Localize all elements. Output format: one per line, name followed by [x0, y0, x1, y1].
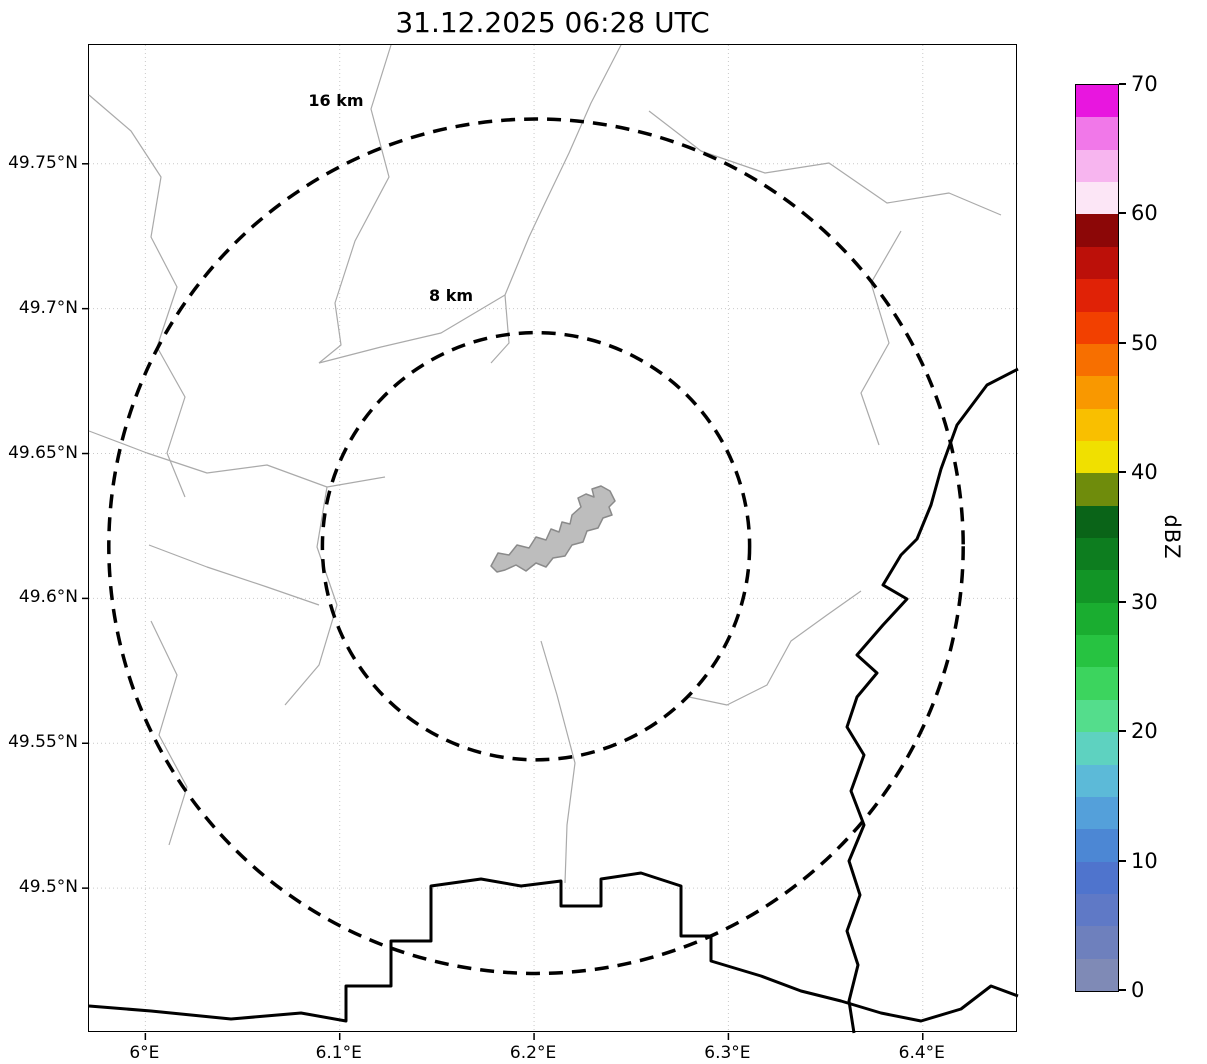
colorbar-segment: [1076, 538, 1118, 571]
colorbar-segment: [1076, 343, 1118, 377]
y-tick-label: 49.75°N: [8, 152, 78, 173]
colorbar-tick-mark: [1119, 859, 1126, 862]
range-ring-label-8km: 8 km: [429, 286, 473, 305]
range-ring-8km: [320, 330, 752, 762]
colorbar-segment: [1076, 764, 1118, 797]
colorbar-segment: [1076, 829, 1118, 862]
colorbar-tick-label: 40: [1131, 460, 1158, 485]
y-tick-label: 49.5°N: [18, 877, 78, 898]
y-tick-label: 49.7°N: [18, 297, 78, 318]
x-tick-label: 6.4°E: [898, 1043, 945, 1063]
boundary-line: [648, 110, 1002, 216]
y-tick-label: 49.55°N: [8, 732, 78, 753]
colorbar-tick-mark: [1119, 600, 1126, 603]
colorbar-tick-mark: [1119, 730, 1126, 733]
colorbar-tick-label: 60: [1131, 201, 1158, 226]
colorbar-segment: [1076, 635, 1118, 668]
colorbar-tick-label: 70: [1131, 72, 1158, 96]
country-border-line: [88, 871, 1019, 1023]
colorbar-tick-label: 20: [1131, 719, 1158, 744]
colorbar-tick-label: 10: [1131, 848, 1158, 873]
y-tick-label: 49.65°N: [8, 442, 78, 463]
colorbar-segment: [1076, 602, 1118, 636]
colorbar-segment: [1076, 861, 1118, 894]
colorbar-segment: [1076, 570, 1118, 603]
range-ring-label-16km: 16 km: [308, 91, 363, 110]
x-tick-label: 6.2°E: [509, 1043, 557, 1063]
colorbar-tick-mark: [1119, 471, 1126, 474]
colorbar-segment: [1076, 279, 1118, 312]
boundary-line: [540, 640, 576, 884]
colorbar-tick-mark: [1119, 341, 1126, 344]
boundary-line: [148, 544, 320, 606]
boundary-line: [318, 294, 506, 364]
range-ring-16km: [107, 117, 965, 976]
colorbar-segment: [1076, 85, 1118, 118]
colorbar-segment: [1076, 732, 1118, 765]
boundary-line: [688, 590, 862, 706]
x-tick-label: 6°E: [129, 1043, 160, 1063]
boundary-line: [318, 44, 392, 364]
x-tick-label: 6.3°E: [704, 1043, 751, 1063]
colorbar: [1075, 84, 1119, 992]
colorbar-segment: [1076, 440, 1118, 474]
colorbar-tick-mark: [1119, 212, 1126, 215]
plot-title: 31.12.2025 06:28 UTC: [395, 6, 710, 39]
colorbar-tick-label: 30: [1131, 589, 1158, 614]
map-canvas: 8 km 16 km: [82, 44, 1019, 1040]
country-border-line: [845, 367, 1019, 1034]
colorbar-segment: [1076, 667, 1118, 700]
city-area-polygon: [490, 485, 616, 573]
colorbar-segment: [1076, 699, 1118, 733]
colorbar-segment: [1076, 117, 1118, 150]
colorbar-tick-mark: [1119, 989, 1126, 991]
colorbar-segment: [1076, 246, 1118, 280]
colorbar-segment: [1076, 958, 1118, 992]
boundary-line: [490, 44, 622, 364]
boundary-line: [88, 94, 186, 498]
colorbar-segment: [1076, 376, 1118, 409]
colorbar-tick-label: 0: [1131, 978, 1145, 1002]
colorbar-segment: [1076, 408, 1118, 441]
boundary-line: [860, 230, 902, 446]
boundary-line: [88, 430, 386, 488]
x-tick-label: 6.1°E: [315, 1043, 362, 1063]
colorbar-segment: [1076, 182, 1118, 215]
colorbar-tick-label: 50: [1131, 330, 1158, 355]
colorbar-segment: [1076, 214, 1118, 247]
boundary-line: [284, 486, 338, 706]
y-tick-label: 49.6°N: [18, 587, 78, 608]
colorbar-segment: [1076, 926, 1118, 959]
map-plot-frame: 8 km 16 km: [82, 44, 1019, 1040]
colorbar-tick-mark: [1119, 83, 1126, 85]
colorbar-segment: [1076, 505, 1118, 539]
colorbar-segment: [1076, 893, 1118, 927]
colorbar-segment: [1076, 473, 1118, 506]
colorbar-segment: [1076, 311, 1118, 344]
colorbar-segment: [1076, 796, 1118, 830]
boundary-line: [150, 620, 188, 846]
colorbar-label: dBZ: [1160, 514, 1184, 560]
colorbar-segment: [1076, 149, 1118, 183]
